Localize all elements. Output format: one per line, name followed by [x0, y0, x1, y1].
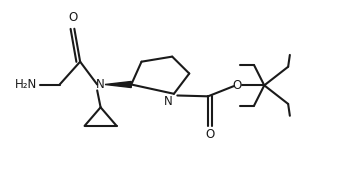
Text: O: O — [69, 11, 78, 24]
Text: N: N — [96, 78, 105, 91]
Text: N: N — [163, 95, 172, 108]
Polygon shape — [105, 81, 131, 88]
Text: H₂N: H₂N — [15, 78, 38, 91]
Text: O: O — [205, 128, 215, 141]
Text: O: O — [232, 79, 242, 92]
